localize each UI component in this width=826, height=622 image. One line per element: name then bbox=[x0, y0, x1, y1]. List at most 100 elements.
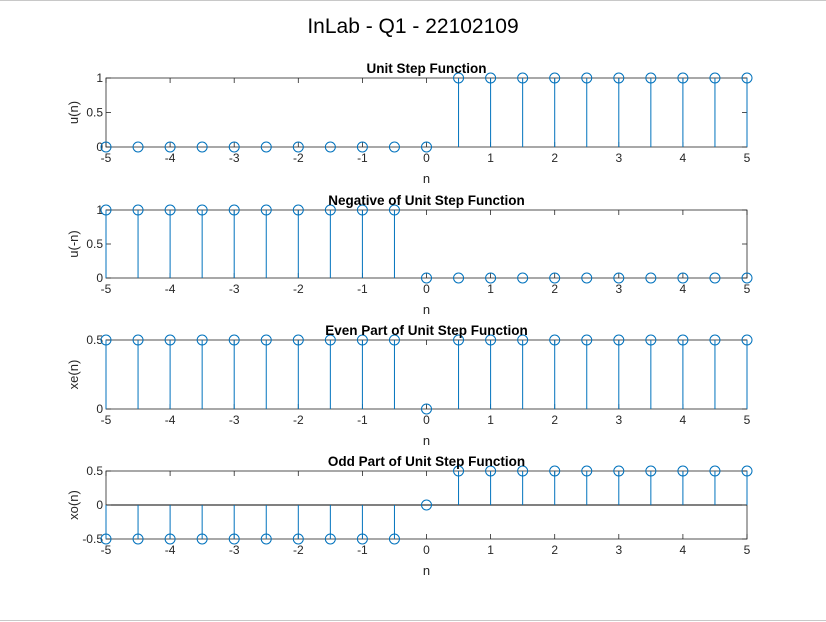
stem-marker bbox=[228, 204, 240, 216]
stem-marker bbox=[613, 272, 625, 284]
stem-marker bbox=[324, 141, 336, 153]
x-tick-label: 0 bbox=[423, 282, 430, 296]
stem-marker bbox=[645, 334, 657, 346]
stem-marker bbox=[100, 334, 112, 346]
x-tick-label: -3 bbox=[229, 543, 240, 557]
y-axis-label: u(-n) bbox=[66, 230, 81, 257]
stem-marker bbox=[164, 533, 176, 545]
y-tick-label: 0 bbox=[96, 271, 103, 285]
x-tick-label: -5 bbox=[101, 282, 112, 296]
y-tick-label: -0.5 bbox=[82, 532, 103, 546]
stem-marker bbox=[645, 72, 657, 84]
stem-marker bbox=[388, 533, 400, 545]
y-tick-label: 0 bbox=[96, 402, 103, 416]
x-tick-label: 2 bbox=[551, 543, 558, 557]
stem-marker bbox=[677, 465, 689, 477]
y-tick-label: 0.5 bbox=[86, 106, 103, 120]
x-axis-label: n bbox=[423, 563, 430, 578]
window-top-border bbox=[0, 0, 826, 1]
stem-marker bbox=[260, 204, 272, 216]
stem-marker bbox=[517, 334, 529, 346]
x-tick-label: -4 bbox=[165, 413, 176, 427]
stem-marker bbox=[356, 141, 368, 153]
stem-marker bbox=[132, 533, 144, 545]
x-tick-label: -2 bbox=[293, 413, 304, 427]
y-tick-label: 0.5 bbox=[86, 464, 103, 478]
x-tick-label: -4 bbox=[165, 151, 176, 165]
stem-marker bbox=[388, 204, 400, 216]
stem-marker bbox=[549, 72, 561, 84]
x-tick-label: 5 bbox=[744, 413, 751, 427]
stem-marker bbox=[613, 465, 625, 477]
x-tick-label: 1 bbox=[487, 282, 494, 296]
stem-marker bbox=[228, 141, 240, 153]
stem-marker bbox=[453, 334, 465, 346]
stem-marker bbox=[164, 334, 176, 346]
stem-marker bbox=[292, 204, 304, 216]
x-tick-label: 1 bbox=[487, 151, 494, 165]
stem-marker bbox=[292, 141, 304, 153]
stem-marker bbox=[453, 272, 465, 284]
x-tick-label: -2 bbox=[293, 282, 304, 296]
stem-marker bbox=[228, 334, 240, 346]
x-tick-label: 0 bbox=[423, 543, 430, 557]
stem-marker bbox=[196, 204, 208, 216]
stem-marker bbox=[709, 72, 721, 84]
x-tick-label: 5 bbox=[744, 282, 751, 296]
x-tick-label: 3 bbox=[615, 413, 622, 427]
stem-marker bbox=[485, 334, 497, 346]
stem-marker bbox=[388, 141, 400, 153]
stem-marker bbox=[741, 272, 753, 284]
stem-marker bbox=[260, 141, 272, 153]
stem-marker bbox=[324, 533, 336, 545]
stem-marker bbox=[100, 533, 112, 545]
x-axis-label: n bbox=[423, 171, 430, 186]
subplot-1: -5 -4 -3 -2 -1 0 1 2 3 4 5 0 0.5 1 Unit Step Function n… bbox=[66, 61, 753, 186]
subplots-container: -5 -4 -3 -2 -1 0 1 2 3 4 5 0 0.5 1 Unit Step Function n… bbox=[66, 61, 753, 578]
stem-marker bbox=[741, 334, 753, 346]
x-tick-label: 3 bbox=[615, 151, 622, 165]
stem-marker bbox=[517, 272, 529, 284]
stem-marker bbox=[324, 334, 336, 346]
subplot-3: -5 -4 -3 -2 -1 0 1 2 3 4 5 0 0.5 Even Part of Unit St… bbox=[66, 323, 753, 448]
x-tick-label: 3 bbox=[615, 282, 622, 296]
x-tick-label: -3 bbox=[229, 413, 240, 427]
stem-marker bbox=[132, 141, 144, 153]
stem-marker bbox=[356, 334, 368, 346]
stem-marker bbox=[741, 465, 753, 477]
stem-marker bbox=[421, 141, 432, 153]
subplot-title: Negative of Unit Step Function bbox=[328, 193, 525, 208]
stem-marker bbox=[100, 204, 112, 216]
stem-marker bbox=[741, 72, 753, 84]
x-tick-label: -4 bbox=[165, 543, 176, 557]
stem-marker bbox=[356, 204, 368, 216]
x-tick-label: 2 bbox=[551, 151, 558, 165]
x-axis-label: n bbox=[423, 302, 430, 317]
x-tick-label: 2 bbox=[551, 413, 558, 427]
stem-marker bbox=[260, 533, 272, 545]
subplot-title: Even Part of Unit Step Function bbox=[325, 323, 528, 338]
x-tick-label: 1 bbox=[487, 413, 494, 427]
stem-marker bbox=[677, 334, 689, 346]
y-tick-label: 0 bbox=[96, 498, 103, 512]
subplot-2: -5 -4 -3 -2 -1 0 1 2 3 4 5 0 0.5 1 Negative of Unit St… bbox=[66, 193, 753, 317]
stem-marker bbox=[196, 533, 208, 545]
stem-marker bbox=[356, 533, 368, 545]
x-tick-label: 0 bbox=[423, 151, 430, 165]
stem-marker bbox=[421, 272, 432, 284]
stem-marker bbox=[613, 334, 625, 346]
stem-marker bbox=[613, 72, 625, 84]
stem-marker bbox=[517, 72, 529, 84]
stem-marker bbox=[196, 141, 208, 153]
axes-box bbox=[105, 77, 748, 148]
stem-marker bbox=[324, 204, 336, 216]
stem-marker bbox=[581, 334, 593, 346]
subplot-title: Unit Step Function bbox=[367, 61, 487, 76]
stem-marker bbox=[485, 272, 497, 284]
y-tick-label: 0.5 bbox=[86, 333, 103, 347]
stem-marker bbox=[581, 72, 593, 84]
stem-marker bbox=[453, 465, 465, 477]
stem-marker bbox=[132, 334, 144, 346]
x-tick-label: -1 bbox=[357, 543, 368, 557]
stem-marker bbox=[388, 334, 400, 346]
